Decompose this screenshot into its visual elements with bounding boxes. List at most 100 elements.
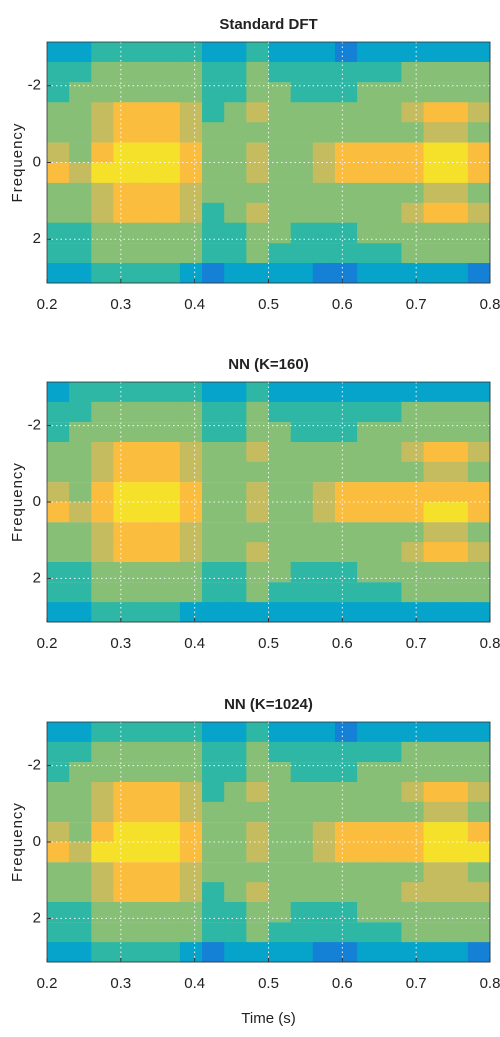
heat-cell [467, 42, 491, 63]
heat-cell [445, 842, 469, 863]
heat-cell [135, 801, 159, 823]
heat-cell [379, 782, 402, 803]
heat-cell [246, 461, 269, 483]
heat-cell [157, 882, 181, 903]
heat-cell [312, 922, 336, 943]
heat-cell [224, 243, 247, 264]
heat-cell [246, 801, 269, 823]
heat-cell [379, 822, 402, 843]
heat-cell [423, 61, 447, 83]
heat-cell [268, 562, 292, 583]
heat-cell [401, 222, 425, 244]
heat-cell [157, 502, 181, 523]
heat-cell [224, 263, 247, 284]
heat-cell [246, 562, 269, 583]
plot-frame [46, 41, 491, 284]
heat-cell [268, 422, 292, 443]
heat-cell [467, 782, 491, 803]
heat-cell [179, 762, 203, 783]
heat-cell [224, 602, 247, 623]
heat-cell [379, 482, 402, 503]
heat-cell [334, 582, 358, 603]
heat-cell [268, 82, 292, 103]
heat-cell [91, 942, 114, 963]
heat-cell [135, 842, 159, 863]
heat-cell [246, 542, 269, 563]
heat-cell [290, 102, 314, 123]
heat-cell [135, 862, 159, 883]
heat-cell [423, 42, 447, 63]
heat-cell [357, 102, 380, 123]
heat-cell [445, 542, 469, 563]
heat-cell [47, 882, 70, 903]
heat-cell [401, 61, 425, 83]
heat-cell [202, 822, 225, 843]
x-axis-label: Time (s) [241, 1010, 295, 1027]
heat-cell [401, 202, 425, 224]
heat-cell [423, 862, 447, 883]
heat-cell [113, 522, 137, 543]
heat-cell [290, 562, 314, 583]
heat-cell [334, 562, 358, 583]
heat-cell [246, 582, 269, 603]
heat-cell [467, 182, 491, 204]
heat-cell [157, 822, 181, 843]
heat-cell [401, 822, 425, 843]
heat-cell [157, 902, 181, 923]
heat-cell [268, 442, 292, 463]
heat-cell [246, 782, 269, 803]
heat-cell [357, 461, 380, 483]
heat-cell [157, 741, 181, 763]
heat-cell [312, 542, 336, 563]
heat-cell [179, 842, 203, 863]
heat-cell [401, 862, 425, 883]
heat-cell [47, 801, 70, 823]
heat-cell [379, 461, 402, 483]
heat-cell [445, 382, 469, 403]
heat-cell [224, 182, 247, 204]
heat-cell [246, 102, 269, 123]
heat-cell [334, 822, 358, 843]
heat-cell [47, 162, 70, 183]
heat-cell [157, 922, 181, 943]
heat-cell [135, 442, 159, 463]
heat-cell [113, 482, 137, 503]
heat-cell [91, 162, 114, 183]
heat-cell [467, 401, 491, 423]
x-tick-label: 0.7 [406, 635, 427, 652]
heat-cell [69, 61, 92, 83]
heat-cell [179, 42, 203, 63]
heat-cell [467, 542, 491, 563]
heat-cell [246, 762, 269, 783]
heat-cell [401, 842, 425, 863]
x-tick-label: 0.3 [110, 296, 131, 313]
heat-cell [423, 922, 447, 943]
heat-cell [423, 942, 447, 963]
heat-cell [401, 122, 425, 143]
heat-cell [91, 42, 114, 63]
heat-cell [157, 602, 181, 623]
heat-cell [423, 162, 447, 183]
heat-cell [357, 842, 380, 863]
heat-cell [467, 202, 491, 224]
heat-cell [467, 762, 491, 783]
heat-cell [467, 461, 491, 483]
heat-cell [69, 502, 92, 523]
heat-cell [179, 882, 203, 903]
heat-cell [91, 741, 114, 763]
heat-cell [91, 722, 114, 743]
heat-cell [179, 182, 203, 204]
heat-cell [69, 122, 92, 143]
heat-cell [445, 82, 469, 103]
heat-cell [401, 502, 425, 523]
heat-cell [290, 243, 314, 264]
heat-cell [445, 801, 469, 823]
heat-cell [357, 862, 380, 883]
heat-cell [445, 902, 469, 923]
heat-cell [357, 602, 380, 623]
heat-cell [445, 782, 469, 803]
heat-cell [91, 401, 114, 423]
heat-cell [290, 782, 314, 803]
heat-cell [246, 722, 269, 743]
heat-cell [179, 422, 203, 443]
